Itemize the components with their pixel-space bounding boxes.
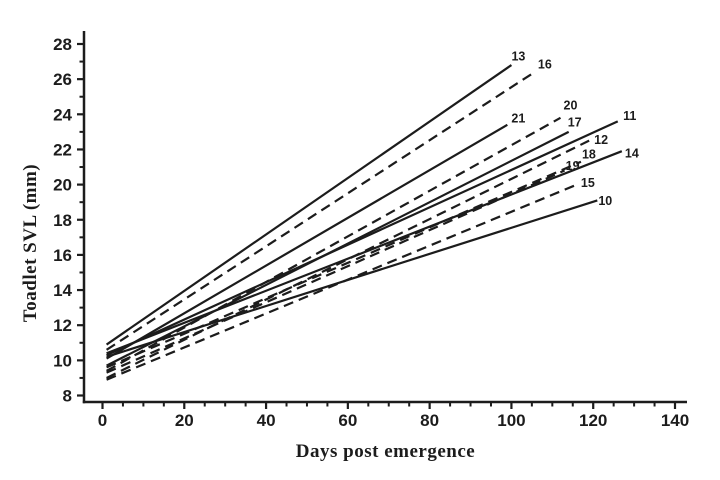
series-label-15: 15 [581, 176, 595, 190]
x-tick-label: 60 [338, 411, 357, 430]
series-line-11 [106, 120, 619, 357]
series-label-19: 19 [566, 159, 580, 173]
x-axis-title: Days post emergence [295, 441, 476, 462]
series-line-12 [106, 139, 590, 379]
y-axis-title: Toadlet SVL (mm) [20, 163, 41, 323]
series-label-13: 13 [511, 50, 525, 64]
series-line-19 [106, 169, 566, 374]
series-label-10: 10 [598, 194, 612, 208]
series-line-13 [105, 64, 513, 346]
series-label-16: 16 [538, 57, 552, 71]
series-label-21: 21 [511, 111, 525, 125]
y-tick-label: 26 [53, 70, 72, 89]
series-label-12: 12 [594, 133, 608, 147]
y-tick-label: 20 [53, 176, 72, 195]
x-tick-label: 80 [420, 411, 439, 430]
y-tick-label: 24 [53, 105, 72, 124]
x-tick-label: 140 [661, 411, 689, 430]
series-label-18: 18 [582, 147, 596, 161]
y-tick-label: 10 [53, 351, 72, 370]
series-label-14: 14 [625, 147, 639, 161]
y-tick-label: 8 [63, 387, 72, 406]
series-line-17 [106, 130, 570, 367]
y-tick-label: 16 [53, 246, 72, 265]
series-line-18 [106, 160, 582, 369]
series-label-17: 17 [568, 115, 582, 129]
series-line-16 [105, 72, 533, 351]
series-line-21 [106, 123, 508, 360]
series-line-15 [106, 183, 578, 381]
y-tick-label: 22 [53, 140, 72, 159]
x-tick-label: 100 [497, 411, 525, 430]
y-tick-label: 18 [53, 211, 72, 230]
x-tick-label: 0 [98, 411, 107, 430]
y-tick-label: 12 [53, 316, 72, 335]
series-label-20: 20 [564, 98, 578, 112]
x-tick-label: 40 [257, 411, 276, 430]
series-line-20 [106, 116, 562, 372]
x-tick-label: 120 [579, 411, 607, 430]
x-tick-label: 20 [175, 411, 194, 430]
y-tick-label: 14 [53, 281, 72, 300]
series-line-14 [106, 150, 623, 355]
y-tick-label: 28 [53, 35, 72, 54]
series-label-11: 11 [623, 109, 636, 123]
